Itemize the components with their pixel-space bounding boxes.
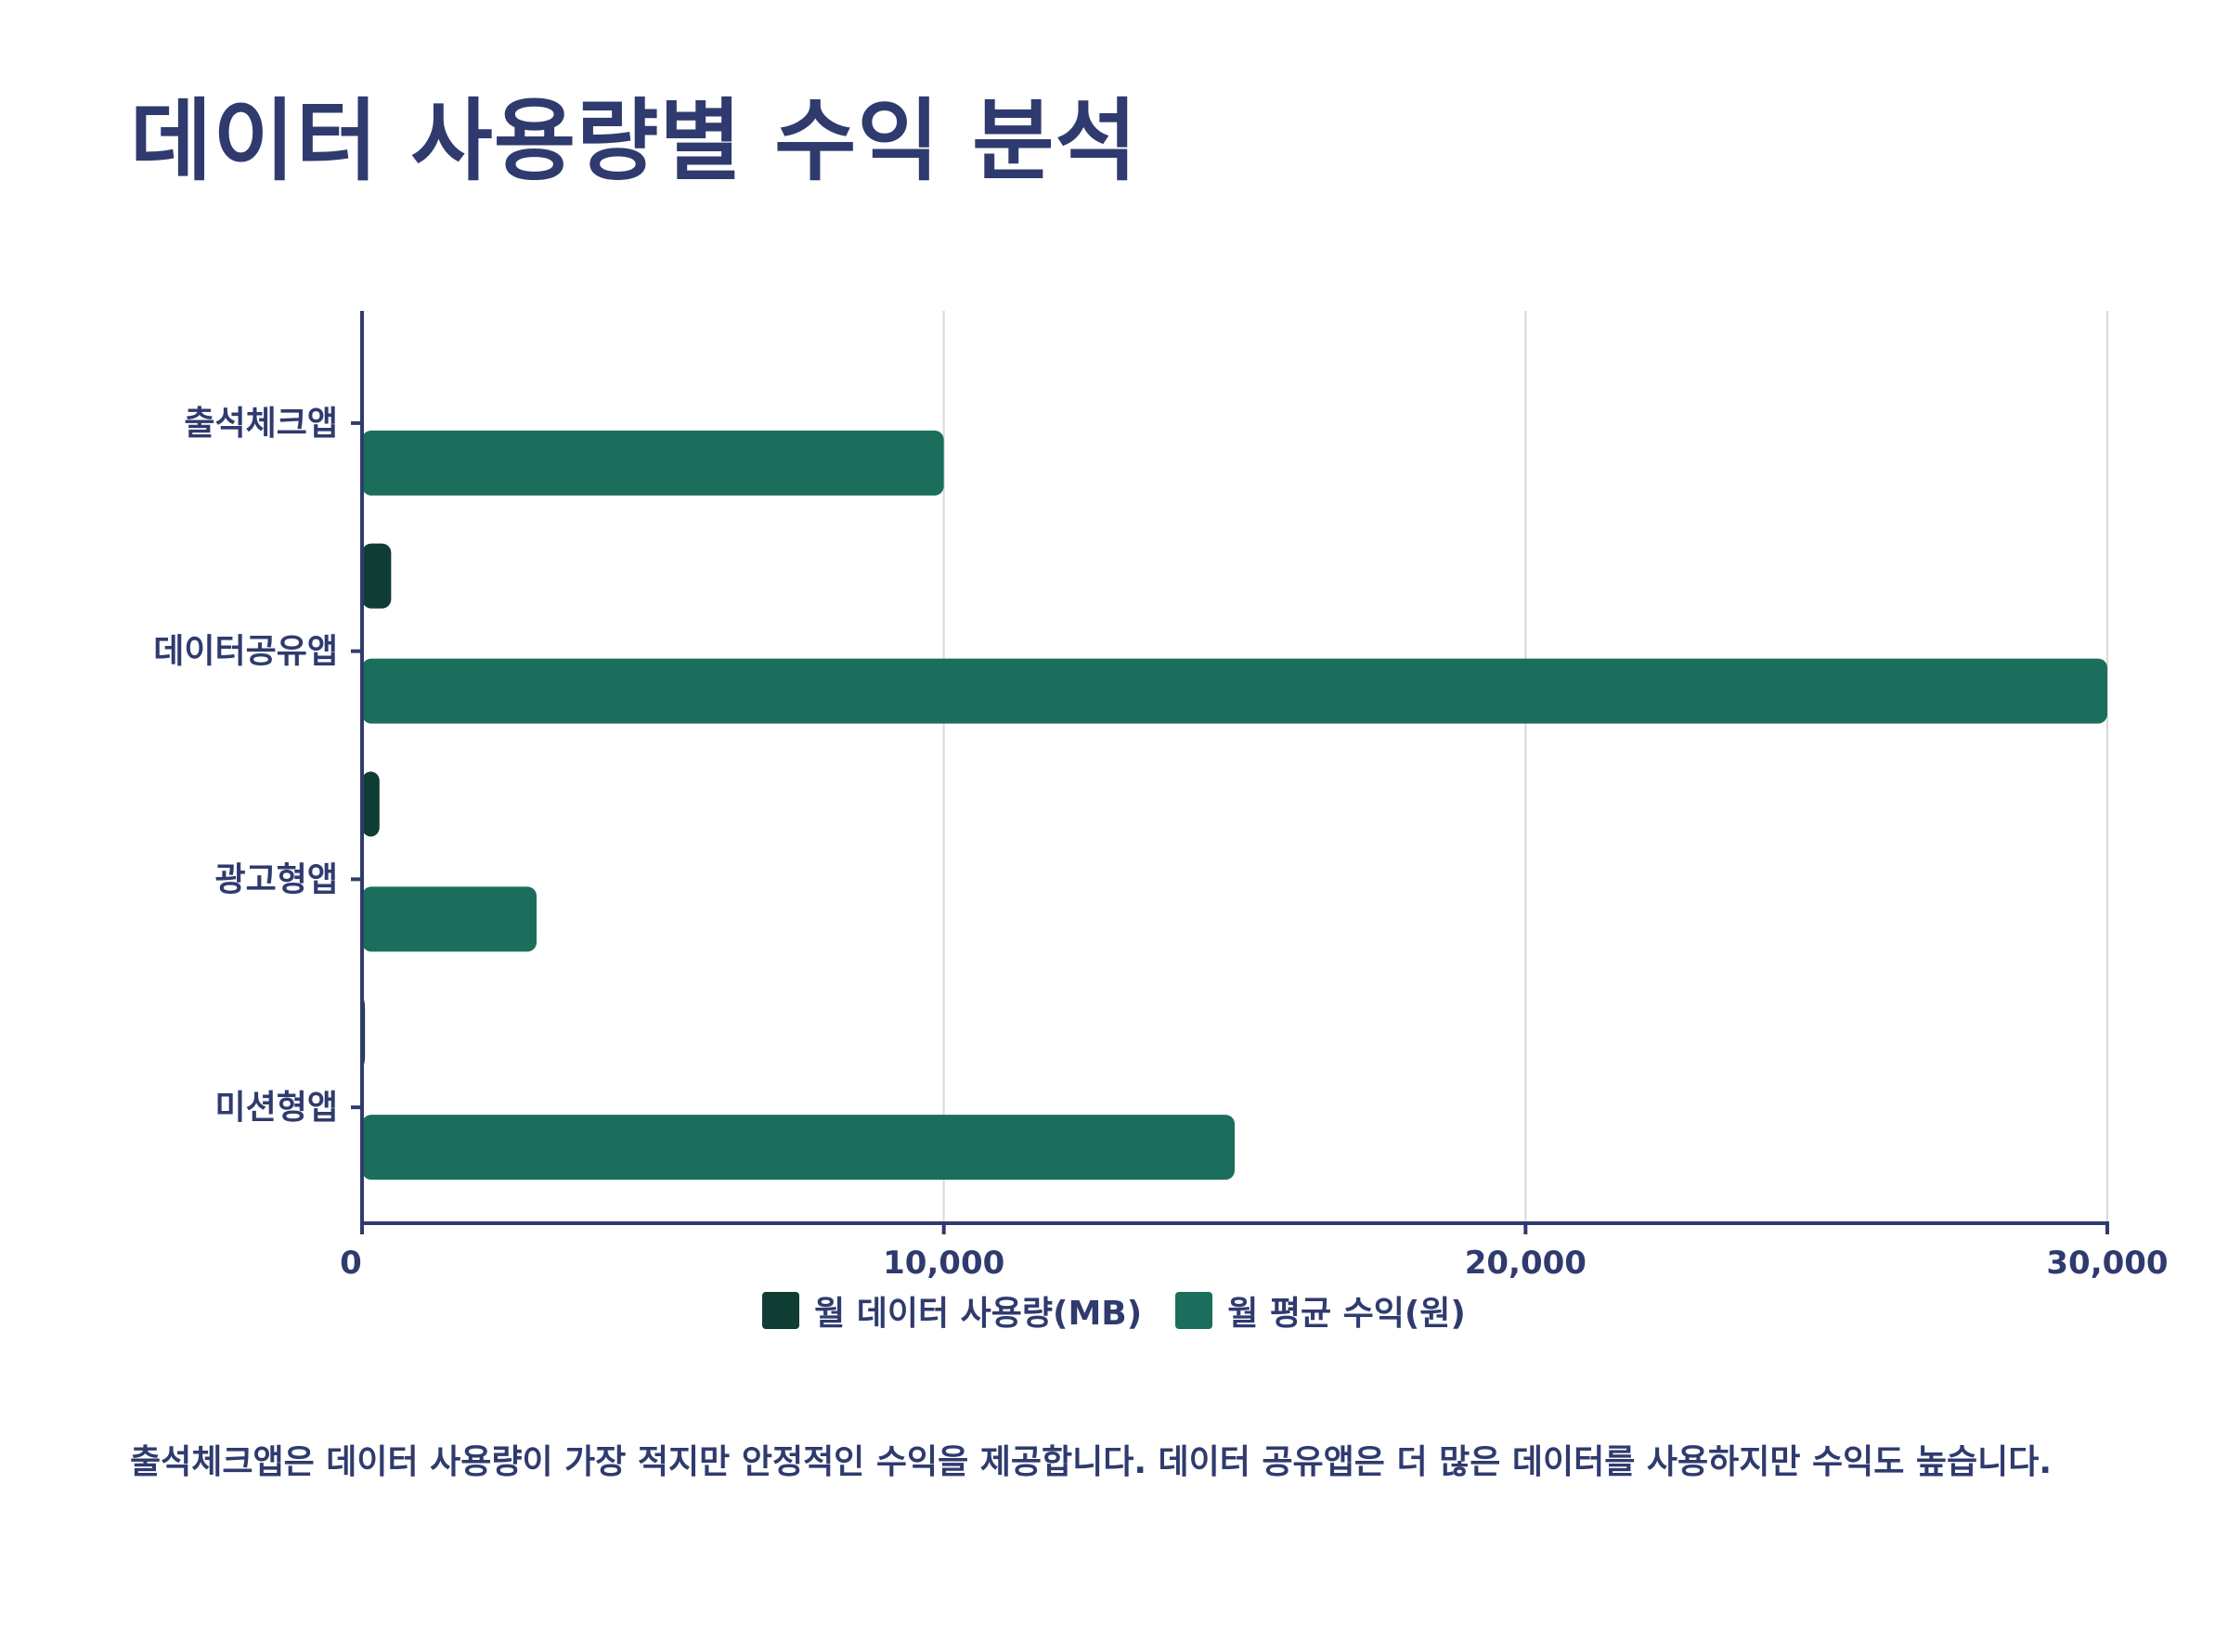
legend-label-0: 월 데이터 사용량(MB) xyxy=(814,1295,1143,1333)
x-tick-label-0: 0 xyxy=(340,1245,362,1282)
chart-legend: 월 데이터 사용량(MB) 월 평균 수익(원) xyxy=(0,1286,2228,1335)
bar-data-usage-1 xyxy=(362,543,392,609)
x-tick-label-3: 30,000 xyxy=(2046,1245,2168,1282)
bar-avg-revenue-0 xyxy=(362,430,944,496)
bar-data-usage-2 xyxy=(362,771,380,837)
gridlines xyxy=(942,311,2108,1223)
x-tick-label-1: 10,000 xyxy=(883,1245,1004,1282)
y-tick-label-1: 데이터공유앱 xyxy=(153,633,338,671)
x-tick-label-2: 20,000 xyxy=(1465,1245,1587,1282)
axes xyxy=(351,311,2109,1234)
y-tick-label-0: 출석체크앱 xyxy=(184,405,338,443)
y-tick-label-3: 미션형앱 xyxy=(215,1089,338,1127)
page-title: 데이터 사용량별 수익 분석 xyxy=(130,89,1138,193)
legend-label-1: 월 평균 수익(원) xyxy=(1227,1295,1466,1333)
bars xyxy=(362,430,2107,1181)
legend-item-0: 월 데이터 사용량(MB) xyxy=(762,1286,1142,1335)
y-tick-label-2: 광고형앱 xyxy=(215,860,338,898)
legend-swatch-1 xyxy=(1175,1292,1213,1329)
bar-avg-revenue-2 xyxy=(362,886,537,952)
legend-item-1: 월 평균 수익(원) xyxy=(1175,1286,1466,1335)
chart-caption: 출석체크앱은 데이터 사용량이 가장 적지만 안정적인 수익을 제공합니다. 데… xyxy=(130,1443,2053,1481)
legend-swatch-0 xyxy=(762,1292,800,1329)
bar-avg-revenue-3 xyxy=(362,1115,1235,1181)
bar-avg-revenue-1 xyxy=(362,658,2107,724)
